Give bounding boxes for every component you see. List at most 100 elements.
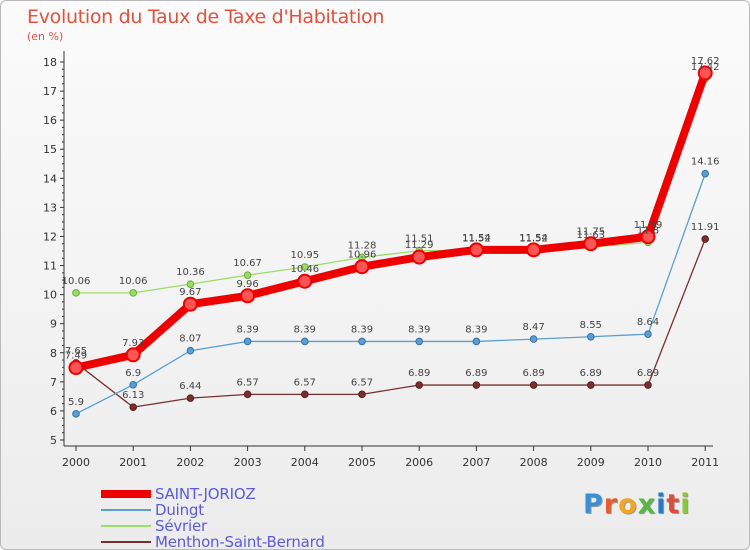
x-tick-label: 2011 xyxy=(691,456,719,469)
data-point-menthon-saint-bernard xyxy=(243,390,252,399)
data-label-saint-jorioz: 9.67 xyxy=(179,287,201,298)
y-tick-label: 16 xyxy=(43,114,57,127)
data-label-sevrier: 10.36 xyxy=(176,267,205,278)
data-point-sevrier xyxy=(72,289,80,297)
data-label-saint-jorioz: 10.46 xyxy=(290,264,319,275)
data-label-menthon-saint-bernard: 6.13 xyxy=(122,390,144,401)
data-label-sevrier: 11.52 xyxy=(519,233,548,244)
data-point-duingt xyxy=(529,335,538,343)
data-label-menthon-saint-bernard: 6.89 xyxy=(522,368,544,379)
data-point-saint-jorioz xyxy=(468,242,484,258)
data-label-menthon-saint-bernard: 6.89 xyxy=(408,368,430,379)
data-label-duingt: 8.64 xyxy=(637,317,659,328)
data-label-sevrier: 17.42 xyxy=(691,62,720,73)
series-line-menthon-saint-bernard xyxy=(75,238,706,408)
data-point-duingt xyxy=(129,380,137,389)
legend-item-duingt: Duingt xyxy=(99,501,429,519)
data-point-duingt xyxy=(701,169,710,178)
legend-swatch-saint-jorioz xyxy=(101,490,151,498)
data-label-menthon-saint-bernard: 11.91 xyxy=(691,222,720,233)
data-label-sevrier: 10.67 xyxy=(233,258,262,269)
data-label-sevrier: 10.06 xyxy=(62,276,91,287)
logo-letter: P xyxy=(583,489,604,520)
legend-swatch-menthon-saint-bernard xyxy=(101,541,151,543)
data-point-duingt xyxy=(186,346,195,355)
legend-label-duingt: Duingt xyxy=(155,501,204,519)
data-point-saint-jorioz xyxy=(411,249,427,265)
data-point-sevrier xyxy=(186,280,195,288)
data-point-saint-jorioz xyxy=(125,347,141,363)
data-label-duingt: 8.39 xyxy=(351,324,373,335)
data-point-saint-jorioz xyxy=(640,229,656,245)
x-tick-label: 2002 xyxy=(176,456,204,469)
data-label-duingt: 5.9 xyxy=(68,397,84,408)
y-tick-label: 15 xyxy=(43,143,57,156)
legend-item-sevrier: Sévrier xyxy=(99,517,429,535)
logo-letter: i xyxy=(680,489,691,520)
data-label-saint-jorioz: 11.29 xyxy=(405,240,434,251)
data-label-menthon-saint-bernard: 7.65 xyxy=(65,346,87,357)
y-tick-label: 17 xyxy=(43,85,57,98)
series-line-duingt xyxy=(75,173,706,415)
data-point-saint-jorioz xyxy=(526,242,542,258)
data-label-sevrier: 11.51 xyxy=(405,234,434,245)
x-tick-label: 2000 xyxy=(62,456,90,469)
data-label-menthon-saint-bernard: 6.89 xyxy=(465,368,487,379)
data-label-duingt: 8.47 xyxy=(522,322,544,333)
x-tick-label: 2004 xyxy=(291,456,319,469)
data-point-menthon-saint-bernard xyxy=(129,403,137,411)
series-line-saint-jorioz xyxy=(72,69,710,372)
data-point-saint-jorioz xyxy=(240,288,256,304)
data-point-sevrier xyxy=(129,289,137,297)
logo-letter: o xyxy=(618,489,638,520)
x-tick-label: 2003 xyxy=(234,456,262,469)
y-tick-label: 11 xyxy=(43,260,57,273)
x-tick-label: 2007 xyxy=(462,456,490,469)
logo-letter: x xyxy=(637,489,657,520)
data-point-saint-jorioz xyxy=(583,236,599,252)
y-tick-label: 13 xyxy=(43,201,57,214)
data-label-menthon-saint-bernard: 6.89 xyxy=(637,368,659,379)
data-point-duingt xyxy=(415,337,424,346)
x-tick-label: 2009 xyxy=(577,456,605,469)
data-label-duingt: 14.16 xyxy=(691,157,720,168)
data-point-saint-jorioz xyxy=(297,273,313,289)
data-label-duingt: 8.39 xyxy=(408,324,430,335)
data-label-saint-jorioz: 11.99 xyxy=(634,220,663,231)
y-tick-label: 9 xyxy=(50,318,57,331)
data-label-menthon-saint-bernard: 6.89 xyxy=(580,368,602,379)
data-point-duingt xyxy=(243,337,252,346)
legend-label-menthon-saint-bernard: Menthon-Saint-Bernard xyxy=(155,533,325,550)
data-label-sevrier: 11.52 xyxy=(462,233,491,244)
data-label-duingt: 8.39 xyxy=(236,324,258,335)
chart-title: Evolution du Taux de Taxe d'Habitation xyxy=(27,6,385,28)
data-label-saint-jorioz: 11.54 xyxy=(519,233,548,244)
x-tick-label: 2010 xyxy=(634,456,662,469)
data-label-duingt: 8.39 xyxy=(465,324,487,335)
data-point-duingt xyxy=(72,410,80,418)
data-label-sevrier: 11.28 xyxy=(348,240,377,251)
data-point-saint-jorioz xyxy=(354,259,370,275)
data-point-saint-jorioz xyxy=(68,360,84,376)
data-label-saint-jorioz: 11.75 xyxy=(576,227,605,238)
y-tick-label: 5 xyxy=(50,434,57,447)
data-label-saint-jorioz: 11.54 xyxy=(462,233,491,244)
data-label-menthon-saint-bernard: 6.57 xyxy=(351,377,373,388)
data-label-sevrier: 11.63 xyxy=(576,230,605,241)
y-tick-label: 6 xyxy=(50,405,57,418)
data-point-menthon-saint-bernard xyxy=(472,381,481,389)
data-label-saint-jorioz: 10.96 xyxy=(348,250,377,261)
logo-letter: t xyxy=(666,489,681,520)
data-point-menthon-saint-bernard xyxy=(415,381,424,389)
data-label-saint-jorioz: 7.49 xyxy=(65,351,87,362)
data-point-saint-jorioz xyxy=(182,296,198,312)
legend-item-menthon-saint-bernard: Menthon-Saint-Bernard xyxy=(99,533,429,550)
data-point-sevrier xyxy=(301,263,309,271)
x-tick-label: 2008 xyxy=(520,456,548,469)
y-tick-label: 14 xyxy=(43,172,57,185)
data-point-duingt xyxy=(301,337,309,346)
data-point-menthon-saint-bernard xyxy=(186,394,195,402)
y-tick-label: 12 xyxy=(43,230,57,243)
